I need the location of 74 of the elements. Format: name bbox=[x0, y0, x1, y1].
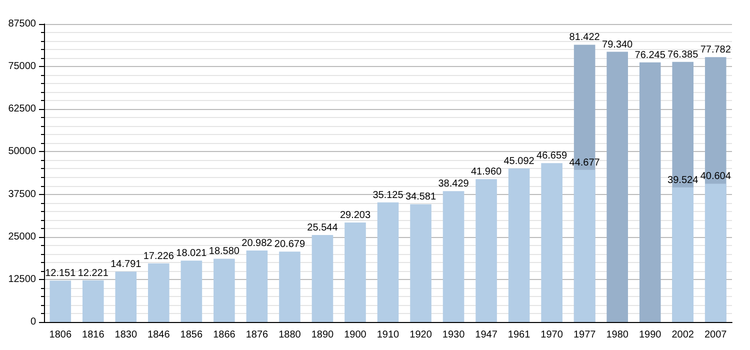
bar bbox=[574, 170, 596, 322]
bar bbox=[82, 280, 104, 322]
y-tick-label: 87500 bbox=[8, 18, 36, 30]
x-tick-label: 1980 bbox=[606, 330, 629, 340]
data-label: 76.245 bbox=[634, 50, 666, 61]
y-tick-label: 12500 bbox=[8, 274, 36, 285]
bar bbox=[214, 258, 235, 322]
data-label: 25.544 bbox=[307, 222, 338, 234]
x-tick-label: 1920 bbox=[410, 330, 432, 340]
bar bbox=[377, 202, 399, 322]
data-label: 17.226 bbox=[143, 250, 174, 262]
x-tick-label: 1947 bbox=[475, 330, 498, 340]
bar bbox=[312, 235, 334, 322]
bar bbox=[180, 260, 202, 322]
data-label: 40.604 bbox=[700, 171, 732, 182]
y-tick-label: 75000 bbox=[8, 61, 36, 72]
data-label: 20.679 bbox=[274, 239, 306, 250]
bar bbox=[704, 184, 726, 322]
data-label: 12.151 bbox=[45, 268, 76, 280]
x-tick-label: 1866 bbox=[213, 330, 236, 340]
bar bbox=[279, 252, 300, 322]
x-tick-label: 1830 bbox=[114, 330, 138, 340]
bar bbox=[541, 163, 562, 322]
y-tick-label: 25000 bbox=[8, 231, 36, 242]
bar bbox=[606, 52, 628, 322]
data-label: 39.524 bbox=[668, 174, 699, 186]
data-label: 77.782 bbox=[700, 44, 732, 56]
data-label: 18.580 bbox=[208, 246, 240, 258]
x-tick-label: 2007 bbox=[704, 330, 728, 340]
data-label: 18.021 bbox=[176, 248, 208, 260]
x-tick-label: 1880 bbox=[278, 330, 302, 340]
data-label: 76.385 bbox=[668, 49, 699, 60]
x-tick-label: 1990 bbox=[638, 330, 662, 340]
bar bbox=[672, 187, 694, 322]
x-tick-label: 1806 bbox=[49, 330, 72, 340]
bar bbox=[639, 62, 661, 322]
data-label: 79.340 bbox=[602, 39, 634, 50]
x-tick-label: 1846 bbox=[148, 330, 170, 340]
x-tick-label: 1900 bbox=[344, 330, 367, 340]
bar bbox=[476, 179, 497, 322]
data-label: 44.677 bbox=[569, 157, 600, 168]
bar bbox=[148, 263, 170, 322]
bar bbox=[410, 204, 432, 322]
data-label: 14.791 bbox=[110, 259, 142, 270]
data-label: 20.982 bbox=[242, 238, 273, 250]
data-label: 29.203 bbox=[340, 210, 371, 222]
x-tick-label: 1890 bbox=[311, 330, 334, 340]
data-label: 45.092 bbox=[504, 156, 535, 167]
x-tick-label: 1970 bbox=[540, 330, 564, 340]
x-tick-label: 1856 bbox=[180, 330, 203, 340]
x-tick-label: 1910 bbox=[376, 330, 400, 340]
y-tick-label: 50000 bbox=[8, 146, 36, 158]
data-label: 35.125 bbox=[372, 190, 404, 201]
data-label: 34.581 bbox=[405, 192, 436, 203]
bar bbox=[508, 168, 530, 322]
data-label: 38.429 bbox=[438, 178, 470, 190]
bar bbox=[115, 272, 137, 322]
data-label: 46.659 bbox=[536, 150, 568, 162]
x-tick-label: 2002 bbox=[672, 330, 694, 340]
x-tick-label: 1816 bbox=[82, 330, 105, 340]
bar bbox=[442, 191, 464, 322]
bar bbox=[50, 280, 72, 322]
y-tick-label: 37500 bbox=[8, 188, 36, 200]
x-tick-label: 1961 bbox=[508, 330, 531, 340]
data-label: 81.422 bbox=[569, 32, 600, 44]
x-tick-label: 1977 bbox=[573, 330, 596, 340]
bar bbox=[344, 222, 366, 322]
data-label: 41.960 bbox=[470, 166, 502, 178]
data-label: 12.221 bbox=[78, 268, 109, 279]
x-tick-label: 1876 bbox=[246, 330, 269, 340]
y-tick-label: 0 bbox=[30, 316, 36, 328]
y-tick-label: 62500 bbox=[8, 104, 36, 115]
x-tick-label: 1930 bbox=[442, 330, 466, 340]
bar bbox=[246, 250, 268, 322]
